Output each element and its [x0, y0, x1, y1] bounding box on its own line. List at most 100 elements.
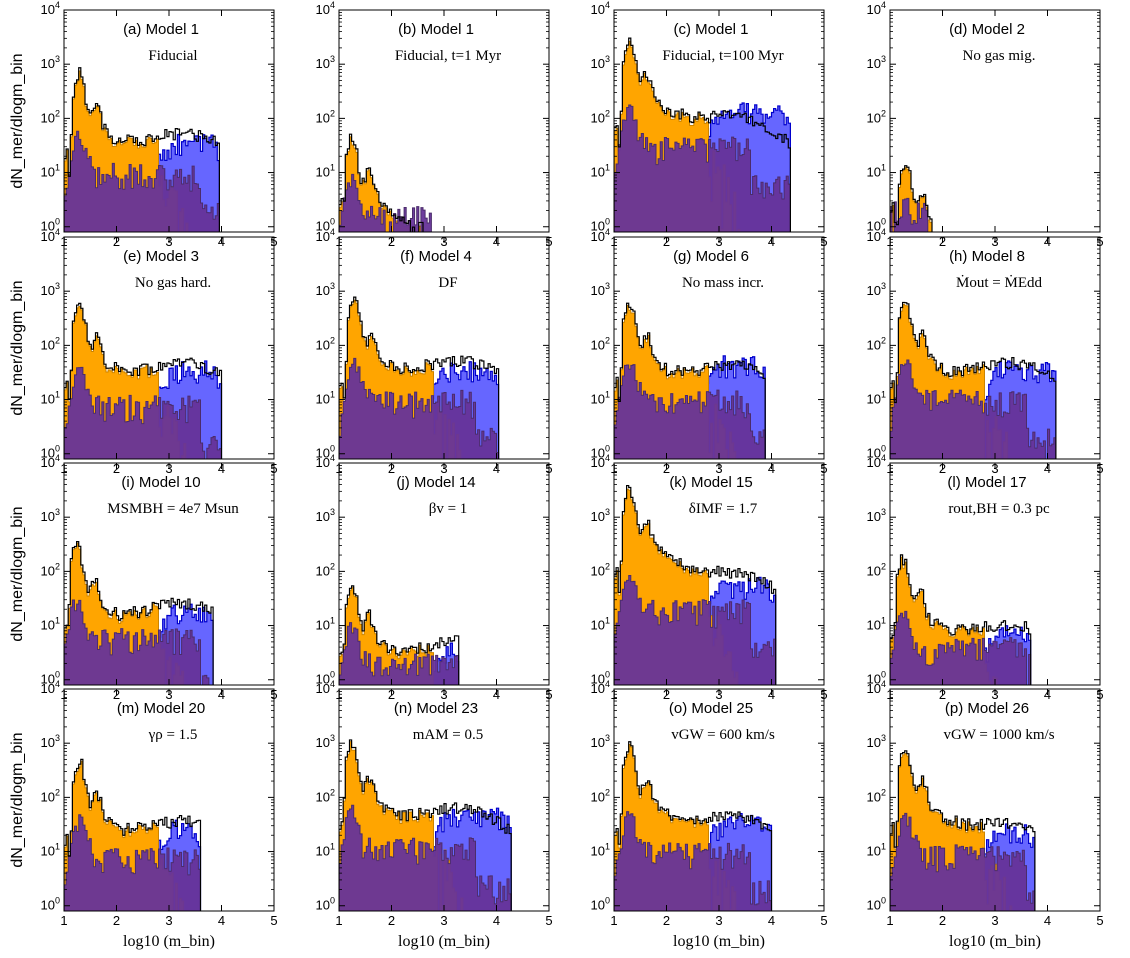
x-axis-label: log10 (m_bin): [123, 933, 215, 950]
plot-area: [614, 484, 777, 685]
purple-histogram: [614, 811, 772, 911]
y-tick-label: 101: [41, 842, 60, 859]
panel-p: 100 101 102 103 104 1 2 3 4 5 (p) Model 26 vGW = 10…: [867, 679, 1104, 928]
y-tick-label: 102: [316, 561, 335, 578]
total-histogram: [890, 165, 933, 232]
y-tick-label: 103: [41, 281, 60, 298]
purple-histogram: [614, 364, 766, 459]
panel-title: (g) Model 6: [673, 248, 749, 265]
x-tick-label: 1: [886, 913, 893, 928]
y-tick-label: 100: [41, 896, 60, 913]
plot-area: [339, 133, 432, 232]
y-tick-label: 101: [41, 616, 60, 633]
y-tick-label: 100: [316, 896, 335, 913]
y-tick-label: 102: [591, 335, 610, 352]
y-tick-label: 101: [316, 390, 335, 407]
x-tick-label: 2: [939, 913, 946, 928]
y-tick-label: 103: [867, 281, 886, 298]
purple-histogram: [64, 814, 201, 911]
plot-area: [64, 758, 202, 911]
y-tick-label: 101: [591, 616, 610, 633]
total-histogram: [64, 67, 220, 232]
y-tick-label: 103: [591, 507, 610, 524]
y-tick-label: 101: [41, 163, 60, 180]
total-histogram: [339, 296, 500, 459]
total-histogram: [339, 585, 460, 685]
total-histogram: [614, 741, 773, 911]
total-histogram: [339, 739, 512, 911]
y-tick-label: 102: [316, 335, 335, 352]
y-tick-label: 101: [316, 163, 335, 180]
x-tick-label: 4: [1044, 913, 1051, 928]
plot-area: [614, 741, 773, 911]
total-histogram: [614, 37, 791, 232]
purple-histogram: [64, 599, 210, 685]
purple-histogram: [339, 357, 500, 459]
y-tick-label: 103: [41, 507, 60, 524]
purple-histogram: [64, 130, 220, 232]
panel-o: 100 101 102 103 104 1 2 3 4 5 (o) Model 25 vGW = 60…: [591, 679, 828, 928]
x-tick-label: 5: [545, 913, 552, 928]
y-tick-label: 104: [41, 453, 60, 470]
y-tick-label: 101: [867, 616, 886, 633]
x-tick-label: 4: [493, 913, 500, 928]
y-tick-label: 104: [867, 679, 886, 696]
y-tick-label: 104: [591, 227, 610, 244]
x-axis-label: log10 (m_bin): [673, 933, 765, 950]
plot-area: [64, 302, 223, 459]
x-tick-label: 3: [991, 913, 998, 928]
x-tick-label: 5: [820, 913, 827, 928]
purple-histogram: [64, 366, 222, 459]
y-tick-label: 101: [41, 390, 60, 407]
y-tick-label: 104: [867, 453, 886, 470]
y-tick-label: 102: [41, 787, 60, 804]
panel-title: (h) Model 8: [949, 248, 1025, 265]
y-tick-label: 102: [867, 561, 886, 578]
x-tick-label: 1: [60, 913, 67, 928]
plot-area: [64, 541, 214, 685]
y-tick-label: 101: [867, 842, 886, 859]
panel-title: (l) Model 17: [947, 474, 1026, 491]
panel-subtitle: mAM = 0.5: [413, 727, 484, 743]
purple-histogram: [339, 622, 460, 685]
panel-title: (j) Model 14: [396, 474, 475, 491]
panel-subtitle: MSMBH = 4e7 Msun: [107, 501, 239, 517]
y-tick-label: 103: [316, 54, 335, 71]
y-tick-label: 101: [316, 842, 335, 859]
x-axis-label: log10 (m_bin): [949, 933, 1041, 950]
plot-area: [890, 165, 933, 232]
y-tick-label: 103: [316, 281, 335, 298]
panel-subtitle: No gas mig.: [963, 48, 1036, 64]
y-axis-label: dN_mer/dlogm_bin: [9, 280, 26, 415]
purple-histogram: [890, 610, 1032, 685]
y-tick-label: 101: [316, 616, 335, 633]
x-tick-label: 1: [610, 913, 617, 928]
x-tick-label: 4: [768, 913, 775, 928]
y-tick-label: 101: [591, 390, 610, 407]
y-tick-label: 103: [591, 54, 610, 71]
plot-area: [339, 739, 512, 911]
y-tick-label: 101: [591, 163, 610, 180]
panel-subtitle: γρ = 1.5: [148, 727, 198, 743]
y-axis-label: dN_mer/dlogm_bin: [9, 506, 26, 641]
total-histogram: [890, 750, 1036, 911]
x-tick-label: 2: [388, 913, 395, 928]
panel-title: (i) Model 10: [121, 474, 200, 491]
plot-area: [890, 301, 1057, 459]
purple-histogram: [339, 804, 512, 911]
plot-area: [64, 67, 220, 232]
panel-subtitle: rout,BH = 0.3 pc: [948, 501, 1050, 517]
y-tick-label: 104: [316, 227, 335, 244]
y-tick-label: 102: [41, 561, 60, 578]
y-axis-label: dN_mer/dlogm_bin: [9, 53, 26, 188]
x-tick-label: 2: [113, 913, 120, 928]
y-axis-label: dN_mer/dlogm_bin: [9, 732, 26, 867]
y-tick-label: 102: [316, 108, 335, 125]
y-tick-label: 103: [867, 507, 886, 524]
total-histogram: [890, 301, 1057, 459]
